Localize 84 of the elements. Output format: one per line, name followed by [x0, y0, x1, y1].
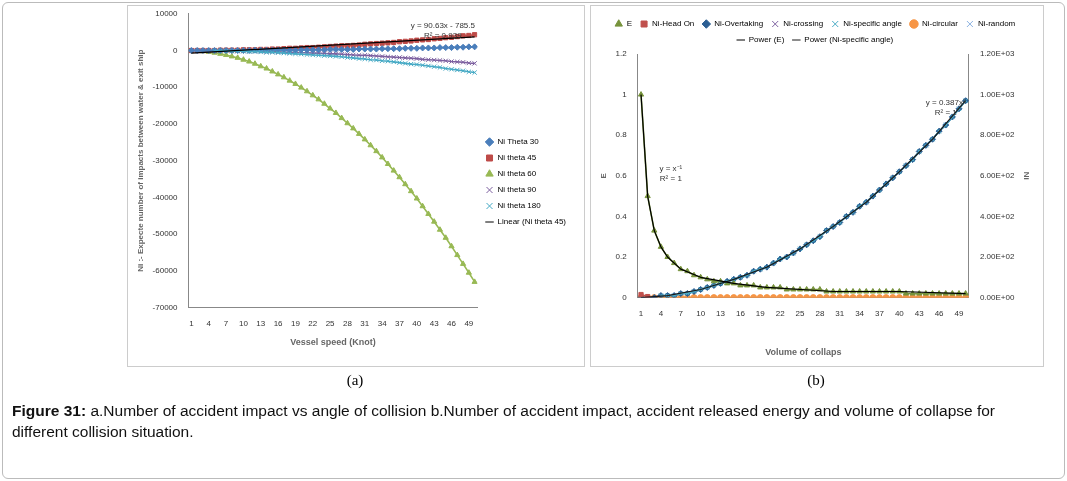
text: Figure 31: a.Number of accident impact vs angle of collision b.Number of accident impact, accident released energy and volume of collapse for different collision situation.	[12, 401, 997, 442]
x-tick-label: 34	[377, 318, 388, 328]
x-tick-label: 46	[934, 308, 945, 318]
x-tick-label: 19	[290, 318, 301, 328]
y-tick-label: 0	[173, 45, 179, 55]
legend-label: Ni-Head On	[652, 19, 695, 29]
legend-label: E	[626, 19, 633, 29]
y2-tick-label: 4.00E+02	[979, 211, 1015, 221]
x-tick-label: 16	[735, 308, 746, 318]
x-tick-label: 31	[835, 308, 845, 318]
x-axis-title: Volume of collaps	[765, 347, 842, 358]
legend-label: Ni theta 90	[497, 185, 537, 195]
legend-label: Ni-specific angle	[843, 19, 903, 29]
x-tick-label: 43	[914, 308, 925, 318]
y-axis-title: E	[599, 172, 608, 179]
x-tick-label: 22	[308, 318, 318, 328]
x-tick-label: 1	[189, 318, 195, 328]
annotation: y = x⁻¹	[659, 163, 683, 173]
y-tick-label: -60000	[152, 266, 179, 276]
y-tick-label: 1	[622, 89, 628, 99]
y-tick-label: -70000	[152, 302, 179, 312]
y2-tick-label: 6.00E+02	[979, 171, 1015, 180]
y-tick-label: 10000	[155, 9, 179, 18]
x-tick-label: 28	[815, 308, 825, 318]
x-tick-label: 28	[343, 318, 353, 328]
y-tick-label: 0	[622, 292, 628, 302]
legend-label: Ni-Overtaking	[714, 19, 764, 29]
x-tick-label: 34	[855, 308, 865, 318]
x-tick-label: 49	[464, 318, 474, 328]
y-tick-label: 0.6	[615, 171, 628, 180]
x-tick-label: 40	[412, 318, 422, 328]
x-tick-label: 22	[775, 308, 786, 318]
y-tick-label: 1.2	[615, 49, 628, 59]
y2-tick-label: 1.00E+03	[979, 89, 1015, 99]
x-tick-label: 10	[696, 308, 706, 318]
legend-label: Ni theta 60	[497, 169, 537, 179]
x-tick-label: 13	[256, 318, 266, 328]
y-tick-label: 0.8	[615, 130, 628, 140]
y-tick-label: -40000	[152, 192, 179, 202]
legend-label: Ni theta 45	[497, 153, 537, 163]
x-tick-label: 31	[360, 318, 370, 328]
x-tick-label: 16	[273, 318, 284, 328]
y2-tick-label: 8.00E+02	[979, 130, 1015, 140]
x-tick-label: 25	[325, 318, 336, 328]
x-tick-label: 25	[795, 308, 806, 318]
legend-label: Power (E)	[748, 35, 785, 45]
y2-axis-title: Ni	[1022, 171, 1031, 180]
x-tick-label: 1	[638, 308, 644, 318]
y-axis-title: Ni :- Expecte number of impacts between water & exit ship	[136, 49, 145, 272]
legend-label: Ni-circular	[921, 19, 959, 29]
x-tick-label: 37	[875, 308, 885, 318]
y2-tick-label: 2.00E+02	[979, 252, 1015, 262]
y-tick-label: 0.4	[615, 211, 628, 221]
y-tick-label: -20000	[152, 119, 179, 129]
x-tick-label: 13	[716, 308, 726, 318]
annotation: R² = 1	[659, 173, 683, 183]
annotation: R² = 1	[934, 107, 958, 117]
text: (b)	[806, 372, 826, 389]
legend-label: Linear (Ni theta 45)	[497, 217, 567, 227]
text: (a)	[345, 372, 365, 389]
legend-label: Ni Theta 30	[497, 137, 540, 147]
legend-label: Power (Ni-specific angle)	[804, 35, 894, 45]
x-tick-label: 40	[894, 308, 905, 318]
x-tick-label: 49	[954, 308, 964, 318]
x-tick-label: 7	[223, 318, 229, 328]
x-tick-label: 43	[429, 318, 440, 328]
legend-label: Ni theta 180	[497, 201, 542, 211]
legend-label: Ni-crossing	[783, 19, 824, 29]
x-tick-label: 7	[678, 308, 684, 318]
x-tick-label: 37	[395, 318, 405, 328]
x-tick-label: 4	[658, 308, 664, 318]
y2-tick-label: 1.20E+03	[979, 49, 1015, 59]
y-tick-label: -30000	[152, 155, 179, 165]
x-tick-label: 10	[238, 318, 249, 328]
x-tick-label: 4	[206, 318, 212, 328]
y-tick-label: -50000	[152, 229, 179, 239]
x-tick-label: 46	[447, 318, 457, 328]
x-tick-label: 19	[755, 308, 766, 318]
x-axis-title: Vessel speed (Knot)	[290, 337, 376, 348]
y2-tick-label: 0.00E+00	[979, 292, 1015, 302]
y-tick-label: -10000	[152, 82, 179, 92]
legend-label: Ni-random	[977, 19, 1016, 29]
annotation: y = 90.63x - 785.5	[410, 20, 476, 30]
y-tick-label: 0.2	[615, 252, 628, 262]
